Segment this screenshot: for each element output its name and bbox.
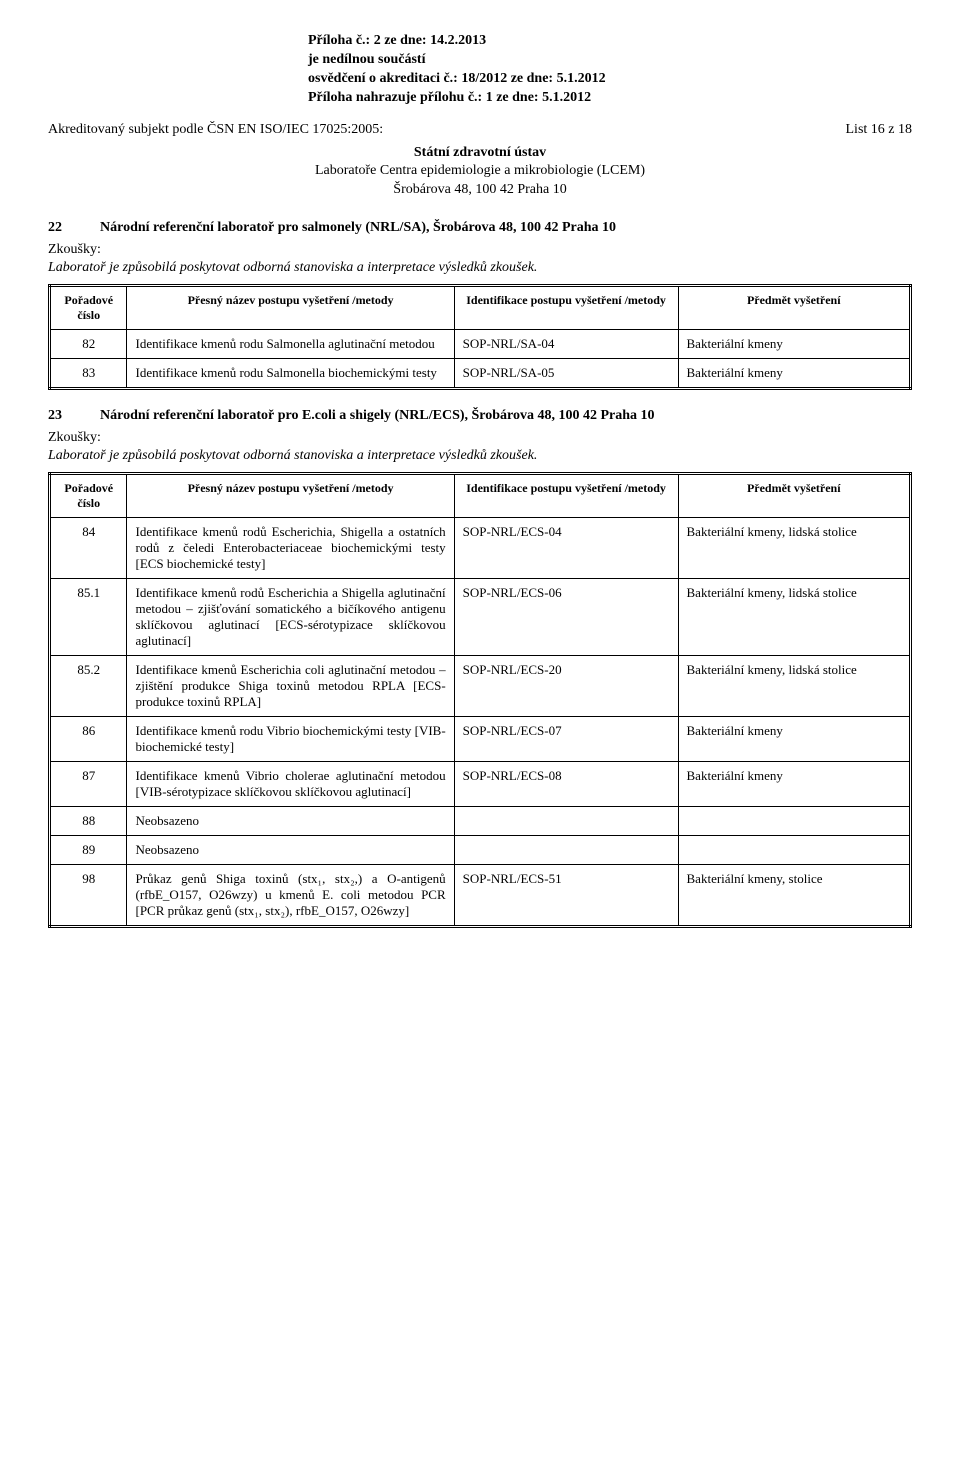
cell-num: 98 bbox=[50, 865, 127, 927]
cell-id: SOP-NRL/ECS-08 bbox=[454, 762, 678, 807]
cell-id: SOP-NRL/ECS-51 bbox=[454, 865, 678, 927]
table-row: 98 Průkaz genů Shiga toxinů (stx₁, stx₂,… bbox=[50, 865, 911, 927]
header-line-2: je nedílnou součástí bbox=[308, 51, 912, 70]
table-row: 84 Identifikace kmenů rodů Escherichia, … bbox=[50, 518, 911, 579]
th-subj: Předmět vyšetření bbox=[678, 474, 910, 518]
th-id: Identifikace postupu vyšetření /metody bbox=[454, 474, 678, 518]
th-num: Pořadové číslo bbox=[50, 286, 127, 330]
cell-id: SOP-NRL/SA-05 bbox=[454, 359, 678, 389]
cell-id: SOP-NRL/ECS-07 bbox=[454, 717, 678, 762]
section-23-num: 23 bbox=[48, 408, 72, 424]
cell-id bbox=[454, 807, 678, 836]
cell-subj bbox=[678, 836, 910, 865]
header-line-1: Příloha č.: 2 ze dne: 14.2.2013 bbox=[308, 32, 912, 51]
zkousky-23: Zkoušky: bbox=[48, 430, 912, 446]
th-name: Přesný název postupu vyšetření /metody bbox=[127, 286, 454, 330]
cell-num: 83 bbox=[50, 359, 127, 389]
cell-num: 85.2 bbox=[50, 656, 127, 717]
th-subj: Předmět vyšetření bbox=[678, 286, 910, 330]
cell-num: 89 bbox=[50, 836, 127, 865]
mid-row: Akreditovaný subjekt podle ČSN EN ISO/IE… bbox=[48, 122, 912, 138]
header-line-3: osvědčení o akreditaci č.: 18/2012 ze dn… bbox=[308, 70, 912, 89]
cell-name: Neobsazeno bbox=[127, 836, 454, 865]
section-23-title: Národní referenční laboratoř pro E.coli … bbox=[100, 408, 655, 424]
lab-note-23: Laboratoř je způsobilá poskytovat odborn… bbox=[48, 448, 912, 464]
cell-subj: Bakteriální kmeny, lidská stolice bbox=[678, 656, 910, 717]
cell-id bbox=[454, 836, 678, 865]
cell-name: Identifikace kmenů rodu Salmonella bioch… bbox=[127, 359, 454, 389]
cell-subj: Bakteriální kmeny, lidská stolice bbox=[678, 579, 910, 656]
table-22: Pořadové číslo Přesný název postupu vyše… bbox=[48, 284, 912, 390]
section-22-title: Národní referenční laboratoř pro salmone… bbox=[100, 220, 616, 236]
cell-name: Identifikace kmenů rodu Vibrio biochemic… bbox=[127, 717, 454, 762]
subject-line: Akreditovaný subjekt podle ČSN EN ISO/IE… bbox=[48, 122, 383, 138]
th-name: Přesný název postupu vyšetření /metody bbox=[127, 474, 454, 518]
table-row: 88 Neobsazeno bbox=[50, 807, 911, 836]
center-subtitle: Laboratoře Centra epidemiologie a mikrob… bbox=[48, 162, 912, 181]
cell-name: Průkaz genů Shiga toxinů (stx₁, stx₂,) a… bbox=[127, 865, 454, 927]
section-23-header: 23 Národní referenční laboratoř pro E.co… bbox=[48, 408, 912, 424]
cell-num: 84 bbox=[50, 518, 127, 579]
cell-subj: Bakteriální kmeny bbox=[678, 359, 910, 389]
table-header-row: Pořadové číslo Přesný název postupu vyše… bbox=[50, 286, 911, 330]
section-22-num: 22 bbox=[48, 220, 72, 236]
cell-name: Neobsazeno bbox=[127, 807, 454, 836]
header-line-4: Příloha nahrazuje přílohu č.: 1 ze dne: … bbox=[308, 89, 912, 108]
center-title: Státní zdravotní ústav bbox=[48, 144, 912, 163]
table-row: 87 Identifikace kmenů Vibrio cholerae ag… bbox=[50, 762, 911, 807]
table-row: 82 Identifikace kmenů rodu Salmonella ag… bbox=[50, 330, 911, 359]
th-id: Identifikace postupu vyšetření /metody bbox=[454, 286, 678, 330]
th-num: Pořadové číslo bbox=[50, 474, 127, 518]
cell-num: 88 bbox=[50, 807, 127, 836]
table-row: 85.2 Identifikace kmenů Escherichia coli… bbox=[50, 656, 911, 717]
cell-num: 87 bbox=[50, 762, 127, 807]
table-row: 83 Identifikace kmenů rodu Salmonella bi… bbox=[50, 359, 911, 389]
center-address: Šrobárova 48, 100 42 Praha 10 bbox=[48, 181, 912, 200]
list-label: List 16 z 18 bbox=[846, 122, 913, 138]
cell-name: Identifikace kmenů rodu Salmonella aglut… bbox=[127, 330, 454, 359]
cell-subj: Bakteriální kmeny bbox=[678, 717, 910, 762]
cell-num: 85.1 bbox=[50, 579, 127, 656]
cell-id: SOP-NRL/ECS-20 bbox=[454, 656, 678, 717]
cell-name: Identifikace kmenů Escherichia coli aglu… bbox=[127, 656, 454, 717]
cell-id: SOP-NRL/SA-04 bbox=[454, 330, 678, 359]
table-23: Pořadové číslo Přesný název postupu vyše… bbox=[48, 472, 912, 928]
cell-name: Identifikace kmenů rodů Escherichia, Shi… bbox=[127, 518, 454, 579]
zkousky-22: Zkoušky: bbox=[48, 242, 912, 258]
cell-name: Identifikace kmenů rodů Escherichia a Sh… bbox=[127, 579, 454, 656]
table-row: 85.1 Identifikace kmenů rodů Escherichia… bbox=[50, 579, 911, 656]
cell-num: 82 bbox=[50, 330, 127, 359]
cell-id: SOP-NRL/ECS-04 bbox=[454, 518, 678, 579]
cell-subj: Bakteriální kmeny bbox=[678, 762, 910, 807]
table-row: 89 Neobsazeno bbox=[50, 836, 911, 865]
lab-note-22: Laboratoř je způsobilá poskytovat odborn… bbox=[48, 260, 912, 276]
header-block: Příloha č.: 2 ze dne: 14.2.2013 je nedíl… bbox=[308, 32, 912, 108]
cell-num: 86 bbox=[50, 717, 127, 762]
cell-id: SOP-NRL/ECS-06 bbox=[454, 579, 678, 656]
cell-subj: Bakteriální kmeny, stolice bbox=[678, 865, 910, 927]
table-header-row: Pořadové číslo Přesný název postupu vyše… bbox=[50, 474, 911, 518]
center-block: Státní zdravotní ústav Laboratoře Centra… bbox=[48, 144, 912, 201]
cell-subj: Bakteriální kmeny, lidská stolice bbox=[678, 518, 910, 579]
table-row: 86 Identifikace kmenů rodu Vibrio bioche… bbox=[50, 717, 911, 762]
cell-name: Identifikace kmenů Vibrio cholerae aglut… bbox=[127, 762, 454, 807]
section-22-header: 22 Národní referenční laboratoř pro salm… bbox=[48, 220, 912, 236]
cell-subj bbox=[678, 807, 910, 836]
cell-subj: Bakteriální kmeny bbox=[678, 330, 910, 359]
